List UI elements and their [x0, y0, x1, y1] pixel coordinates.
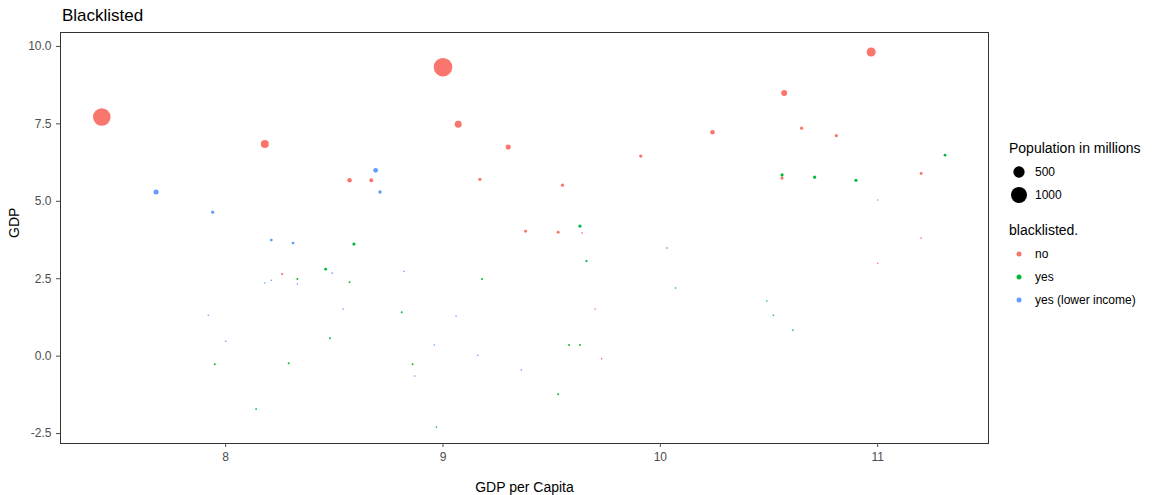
html-text:Blacklisted: Blacklisted [62, 6, 144, 25]
svg-text:11: 11 [871, 450, 884, 464]
svg-text:GDP: GDP [6, 208, 22, 238]
html-text:yes (lower income): yes (lower income) [1035, 292, 1136, 307]
html-text:yes: yes [1035, 269, 1054, 284]
svg-text:5.0: 5.0 [35, 194, 52, 208]
svg-text:10.0: 10.0 [28, 39, 52, 53]
svg-text:2.5: 2.5 [35, 272, 52, 286]
svg-text:9: 9 [440, 450, 447, 464]
svg-text:0.0: 0.0 [35, 349, 52, 363]
svg-text:10: 10 [654, 450, 668, 464]
html-text:500: 500 [1035, 164, 1055, 179]
html-text:blacklisted.: blacklisted. [1009, 222, 1079, 238]
svg-text:8: 8 [222, 450, 229, 464]
svg-text:GDP per Capita: GDP per Capita [475, 479, 574, 495]
html-text:no: no [1035, 246, 1049, 261]
html-text:Population in millions: Population in millions [1009, 140, 1141, 156]
svg-text:-2.5: -2.5 [31, 426, 52, 440]
html-text:1000: 1000 [1035, 187, 1062, 202]
svg-text:7.5: 7.5 [35, 117, 52, 131]
